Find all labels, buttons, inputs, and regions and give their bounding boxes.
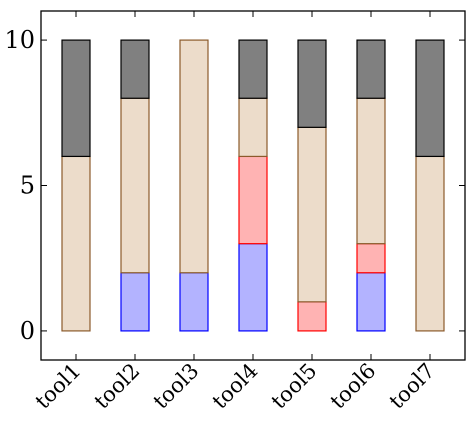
bar-tool4-segment-3 [238,97,268,158]
bar-tool4-segment-4 [238,39,268,99]
bar-tool4-segment-2 [238,155,268,245]
bar-tool6-segment-3 [356,97,386,245]
x-tick-label-tool1: tool1 [31,359,86,414]
x-tick-label-tool5: tool5 [267,359,322,414]
bar-tool4-segment-1 [238,243,268,332]
bar-tool2-segment-4 [120,39,150,99]
y-tick-label: 0 [20,317,35,345]
x-tick-label-tool2: tool2 [90,359,145,414]
bar-tool3-segment-1 [179,272,209,332]
bar-tool6-segment-2 [356,243,386,274]
bar-tool7-segment-3 [415,155,445,332]
plot-frame [40,10,466,361]
bar-tool7-segment-4 [415,39,445,158]
bar-tool6-segment-1 [356,272,386,332]
bar-tool5-segment-2 [297,301,327,332]
bar-tool1-segment-4 [61,39,91,158]
x-tick-label-tool7: tool7 [385,359,440,414]
bar-tool1-segment-3 [61,155,91,332]
x-tick-label-tool4: tool4 [208,359,263,414]
x-tick-label-tool6: tool6 [326,359,381,414]
y-tick-label: 5 [20,172,35,200]
y-axis: 0 5 10 [4,26,465,345]
y-tick-label: 10 [4,26,35,54]
bar-tool6-segment-4 [356,39,386,99]
bar-tool3-segment-3 [179,39,209,274]
bar-tool5-segment-3 [297,126,327,303]
bar-tool2-segment-1 [120,272,150,332]
x-tick-label-tool3: tool3 [149,359,204,414]
bar-tool5-segment-4 [297,39,327,128]
bars-layer [61,39,445,332]
bar-tool2-segment-3 [120,97,150,274]
